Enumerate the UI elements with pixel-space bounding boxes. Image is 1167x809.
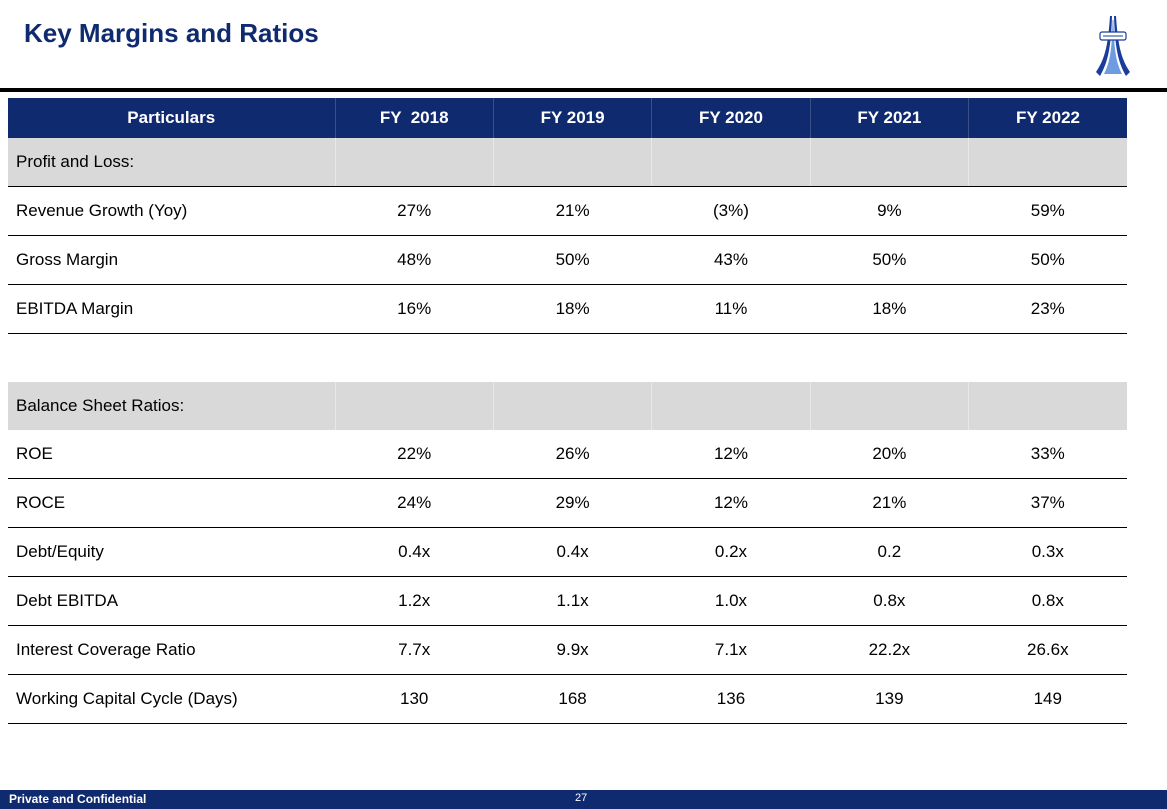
cell-value: 12% bbox=[651, 478, 811, 528]
cell-value: 168 bbox=[493, 674, 652, 724]
table-row: Revenue Growth (Yoy) 27% 21% (3%) 9% 59% bbox=[8, 186, 1127, 236]
cell-value: 21% bbox=[810, 478, 969, 528]
header-particulars: Particulars bbox=[8, 98, 336, 138]
table-row: Debt/Equity 0.4x 0.4x 0.2x 0.2 0.3x bbox=[8, 527, 1127, 577]
table-row: Working Capital Cycle (Days) 130 168 136… bbox=[8, 674, 1127, 724]
cell-value: 18% bbox=[493, 284, 652, 334]
cell-value: 24% bbox=[335, 478, 494, 528]
row-label: Interest Coverage Ratio bbox=[8, 625, 335, 675]
cell-value: 26.6x bbox=[968, 625, 1127, 675]
cell-value: 12% bbox=[651, 430, 811, 479]
cell-value: 27% bbox=[335, 186, 494, 236]
page-number: 27 bbox=[575, 792, 588, 804]
cell-value: 59% bbox=[968, 186, 1127, 236]
cell-value: 136 bbox=[651, 674, 811, 724]
cell-value: 18% bbox=[810, 284, 969, 334]
cell-value: 130 bbox=[335, 674, 494, 724]
cell-value: 26% bbox=[493, 430, 652, 479]
cell-value: 9.9x bbox=[493, 625, 652, 675]
cell-value: 0.4x bbox=[335, 527, 494, 577]
cell-value: (3%) bbox=[651, 186, 811, 236]
cell-value: 1.2x bbox=[335, 576, 494, 626]
row-label: Debt/Equity bbox=[8, 527, 335, 577]
row-label: Gross Margin bbox=[8, 235, 335, 285]
cell-value: 0.2 bbox=[810, 527, 969, 577]
cell-value: 149 bbox=[968, 674, 1127, 724]
row-label: ROCE bbox=[8, 478, 335, 528]
cell-value: 9% bbox=[810, 186, 969, 236]
cell-value: 23% bbox=[968, 284, 1127, 334]
title-divider bbox=[0, 88, 1167, 92]
ratios-table: Particulars FY 2018 FY 2019 FY 2020 FY 2… bbox=[8, 98, 1127, 724]
cell-value: 0.3x bbox=[968, 527, 1127, 577]
header-fy2021: FY 2021 bbox=[810, 98, 970, 138]
cell-value: 50% bbox=[493, 235, 652, 285]
table-row: ROE 22% 26% 12% 20% 33% bbox=[8, 430, 1127, 479]
cell-value: 22% bbox=[335, 430, 494, 479]
table-row: Interest Coverage Ratio 7.7x 9.9x 7.1x 2… bbox=[8, 625, 1127, 675]
row-label: ROE bbox=[8, 430, 335, 479]
cell-value: 21% bbox=[493, 186, 652, 236]
cell-value: 11% bbox=[651, 284, 811, 334]
section-header-row: Profit and Loss: bbox=[8, 138, 1127, 187]
confidential-label: Private and Confidential bbox=[9, 792, 147, 806]
cell-value: 50% bbox=[810, 235, 969, 285]
company-logo-icon bbox=[1096, 16, 1130, 76]
cell-value: 48% bbox=[335, 235, 494, 285]
cell-value: 7.1x bbox=[651, 625, 811, 675]
header-fy2019: FY 2019 bbox=[493, 98, 653, 138]
row-label: Revenue Growth (Yoy) bbox=[8, 186, 335, 236]
section-header-row: Balance Sheet Ratios: bbox=[8, 382, 1127, 430]
cell-value: 1.1x bbox=[493, 576, 652, 626]
cell-value: 0.8x bbox=[810, 576, 969, 626]
cell-value: 0.8x bbox=[968, 576, 1127, 626]
header-fy2018: FY 2018 bbox=[335, 98, 494, 138]
table-row: Debt EBITDA 1.2x 1.1x 1.0x 0.8x 0.8x bbox=[8, 576, 1127, 626]
header-fy2020: FY 2020 bbox=[651, 98, 811, 138]
cell-value: 37% bbox=[968, 478, 1127, 528]
cell-value: 139 bbox=[810, 674, 969, 724]
cell-value: 43% bbox=[651, 235, 811, 285]
table-row: EBITDA Margin 16% 18% 11% 18% 23% bbox=[8, 284, 1127, 334]
cell-value: 0.4x bbox=[493, 527, 652, 577]
page-title: Key Margins and Ratios bbox=[24, 18, 319, 48]
footer-bar: Private and Confidential 27 bbox=[0, 790, 1167, 809]
section-label: Profit and Loss: bbox=[8, 138, 335, 187]
cell-value: 0.2x bbox=[651, 527, 811, 577]
cell-value: 7.7x bbox=[335, 625, 494, 675]
section-label: Balance Sheet Ratios: bbox=[8, 382, 335, 430]
cell-value: 16% bbox=[335, 284, 494, 334]
header-fy2022: FY 2022 bbox=[968, 98, 1127, 138]
table-row: ROCE 24% 29% 12% 21% 37% bbox=[8, 478, 1127, 528]
row-label: EBITDA Margin bbox=[8, 284, 335, 334]
cell-value: 29% bbox=[493, 478, 652, 528]
cell-value: 20% bbox=[810, 430, 969, 479]
spacer-row bbox=[8, 334, 1127, 383]
row-label: Debt EBITDA bbox=[8, 576, 335, 626]
cell-value: 1.0x bbox=[651, 576, 811, 626]
cell-value: 22.2x bbox=[810, 625, 969, 675]
cell-value: 33% bbox=[968, 430, 1127, 479]
row-label: Working Capital Cycle (Days) bbox=[8, 674, 335, 724]
cell-value: 50% bbox=[968, 235, 1127, 285]
table-header-row: Particulars FY 2018 FY 2019 FY 2020 FY 2… bbox=[8, 98, 1127, 138]
table-row: Gross Margin 48% 50% 43% 50% 50% bbox=[8, 235, 1127, 285]
